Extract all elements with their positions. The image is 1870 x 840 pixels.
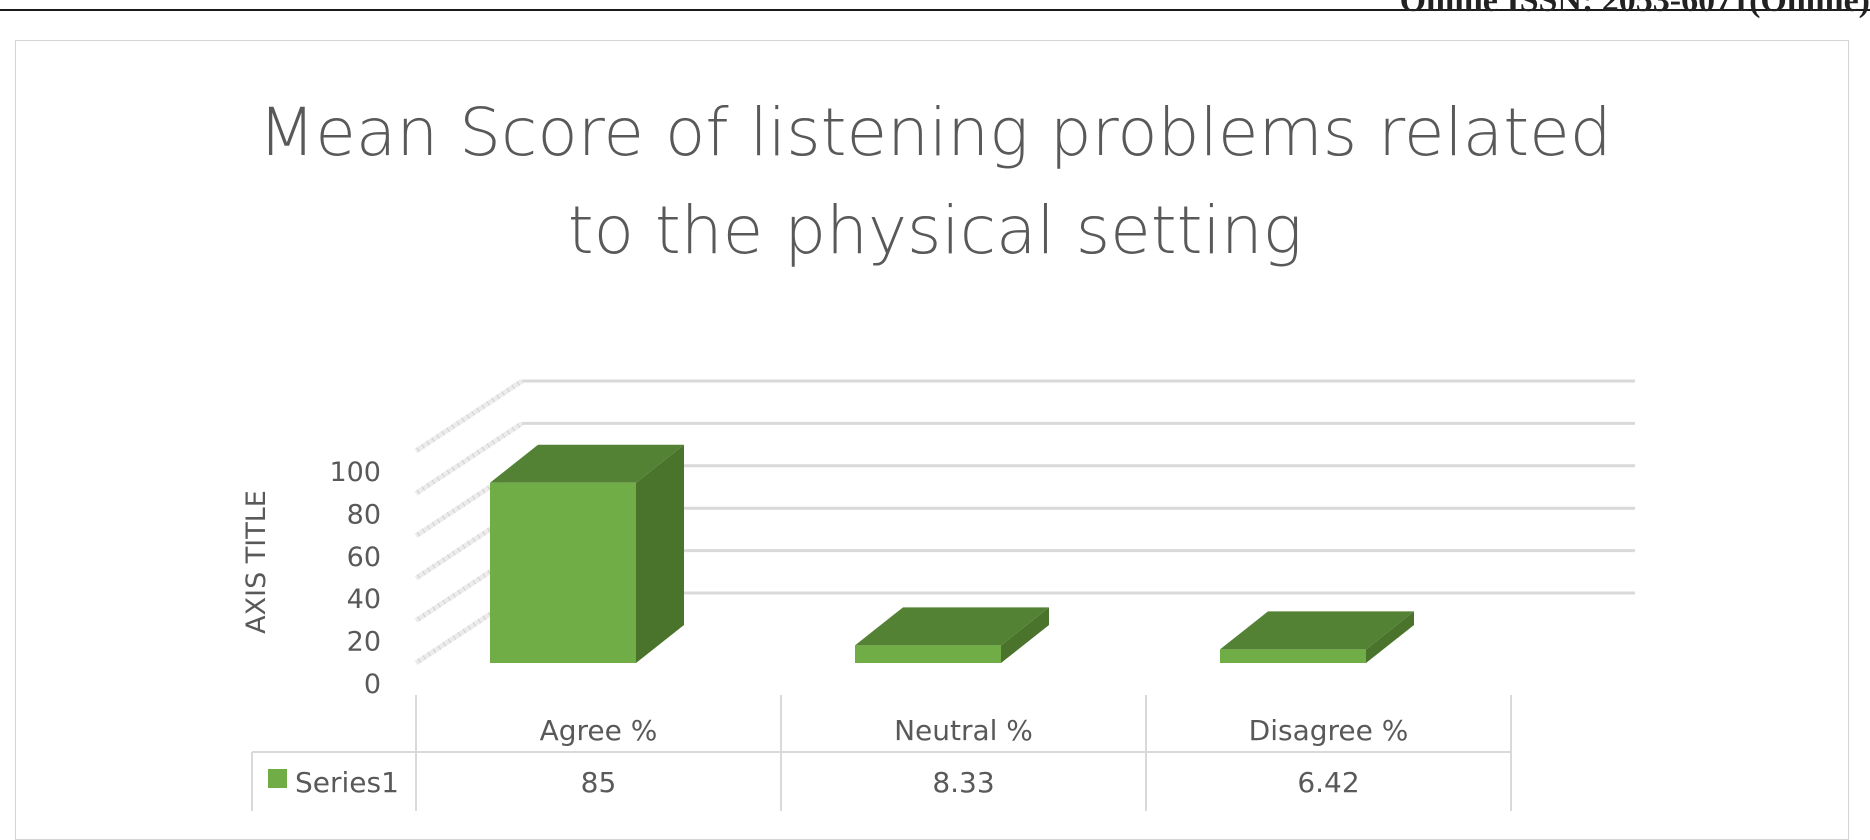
bar-front-face xyxy=(490,482,636,663)
issn-header: Online ISSN: 2053-6071(Online) xyxy=(1399,0,1870,19)
bar-side-face xyxy=(1001,607,1049,663)
side-gridline-80 xyxy=(414,421,524,496)
y-tick-label: 40 xyxy=(347,584,381,615)
data-table-value: 8.33 xyxy=(932,766,994,799)
legend-key-series1 xyxy=(268,769,287,788)
side-gridline-100 xyxy=(414,378,524,454)
bar-front-face xyxy=(855,645,1001,663)
chart-title-line-2: to the physical setting xyxy=(567,192,1303,269)
bar-1 xyxy=(490,444,684,663)
bar-3 xyxy=(1220,611,1414,663)
x-category-label: Disagree % xyxy=(1249,714,1409,747)
x-category-label: Neutral % xyxy=(894,714,1033,747)
data-table: Agree % 85 Neutral % 8.33 Disagree % 6.42 Seri… xyxy=(251,695,1512,811)
header-rule xyxy=(0,9,1870,11)
bar-front-face xyxy=(1220,649,1366,663)
bar-top-face xyxy=(855,607,1049,646)
y-tick-label: 100 xyxy=(329,457,381,488)
bars xyxy=(490,444,1414,663)
chart-title-line-1: Mean Score of listening problems related xyxy=(258,94,1612,171)
y-tick-label: 80 xyxy=(347,499,381,530)
y-tick-label: 0 xyxy=(364,669,381,700)
bar-side-face xyxy=(1366,611,1414,663)
y-tick-label: 60 xyxy=(347,542,381,573)
y-tick-label: 20 xyxy=(347,627,381,658)
data-table-value: 85 xyxy=(581,766,617,799)
legend-series-name: Series1 xyxy=(295,766,399,799)
y-axis-title: AXIS TITLE xyxy=(241,490,272,634)
chart-title: Mean Score of listening problems related… xyxy=(0,84,1870,280)
chart-plot: 0 20 40 60 80 100 AXIS TITLE Agree % 85 Neutral… xyxy=(241,378,1635,811)
bar-2 xyxy=(855,607,1049,663)
chart-frame xyxy=(15,40,1849,840)
data-table-value: 6.42 xyxy=(1297,766,1359,799)
bar-top-face xyxy=(490,444,684,483)
bar-side-face xyxy=(636,444,684,663)
bar-top-face xyxy=(1220,611,1414,650)
y-axis-tick-labels: 0 20 40 60 80 100 xyxy=(329,457,381,700)
back-wall-gridlines xyxy=(522,379,1635,595)
x-category-label: Agree % xyxy=(540,714,658,747)
